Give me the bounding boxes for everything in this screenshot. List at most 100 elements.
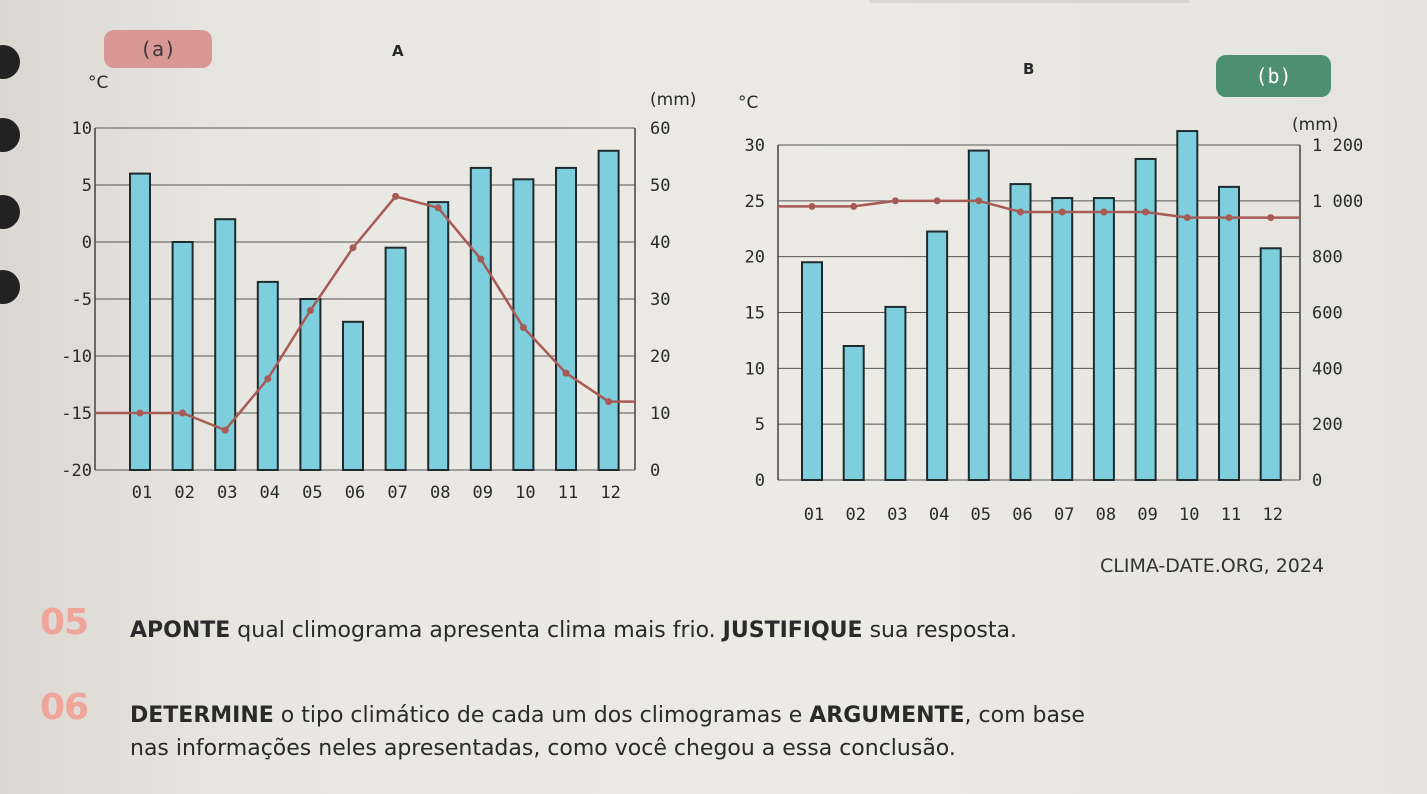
question-fragment: qual climograma apresenta clima mais fri… — [230, 618, 723, 643]
chart-a-letter: A — [392, 42, 404, 60]
temp-tick-label: -5 — [72, 290, 92, 310]
temperature-point — [1267, 214, 1275, 222]
temperature-point — [221, 426, 229, 434]
precip-bar — [1259, 247, 1282, 481]
top-edge-line — [870, 0, 1190, 3]
temperature-point — [1100, 208, 1108, 216]
temperature-point — [850, 202, 858, 210]
temperature-point — [975, 197, 983, 205]
question-fragment: , com base — [964, 703, 1085, 728]
temperature-point — [392, 192, 400, 200]
question-verb: JUSTIFIQUE — [722, 618, 863, 643]
temp-unit-label: °C — [88, 73, 108, 93]
precip-tick-label: 30 — [650, 290, 670, 310]
precip-tick-label: 400 — [1312, 359, 1343, 379]
question-verb: APONTE — [130, 618, 231, 643]
month-tick-label: 07 — [387, 483, 407, 503]
binder-hole — [0, 195, 20, 229]
precip-tick-label: 0 — [1312, 471, 1322, 491]
precip-tick-label: 60 — [650, 119, 670, 139]
question-verb: ARGUMENTE — [809, 703, 965, 728]
temp-tick-label: 15 — [745, 304, 765, 324]
month-tick-label: 10 — [1179, 505, 1199, 525]
precip-bar — [884, 305, 907, 481]
month-tick-label: 11 — [558, 483, 578, 503]
chart-b-letter: B — [1023, 60, 1035, 78]
temp-tick-label: 10 — [745, 359, 765, 379]
binder-hole — [0, 270, 20, 304]
temperature-line — [95, 194, 635, 432]
month-tick-label: 07 — [1054, 505, 1074, 525]
binder-hole — [0, 118, 20, 152]
precip-tick-label: 200 — [1312, 415, 1343, 435]
month-tick-label: 01 — [804, 505, 824, 525]
tab-label-b: (b) — [1216, 55, 1331, 97]
temperature-line — [778, 199, 1300, 219]
precip-tick-label: 40 — [650, 233, 670, 253]
temperature-point — [519, 324, 527, 331]
temperature-point — [808, 202, 816, 210]
temperature-point — [136, 409, 144, 417]
temp-tick-label: 10 — [72, 119, 92, 139]
question-number: 06 — [40, 687, 89, 728]
month-tick-label: 02 — [845, 505, 865, 525]
temperature-point — [349, 244, 357, 252]
month-tick-label: 06 — [345, 483, 365, 503]
temperature-point — [1058, 208, 1066, 216]
month-tick-label: 01 — [132, 483, 152, 503]
precip-bar — [1134, 157, 1157, 481]
month-tick-label: 05 — [971, 505, 991, 525]
precip-unit-label: (mm) — [1292, 115, 1338, 135]
temp-unit-label: °C — [738, 93, 758, 113]
question-text: APONTE qual climograma apresenta clima m… — [130, 615, 1017, 646]
month-tick-label: 02 — [174, 483, 194, 503]
month-tick-label: 08 — [1096, 505, 1116, 525]
temperature-point — [477, 255, 485, 263]
precip-bar — [926, 230, 949, 481]
temp-tick-label: -10 — [61, 347, 92, 367]
temperature-point — [605, 398, 613, 406]
precip-tick-label: 20 — [650, 347, 670, 367]
temp-tick-label: -20 — [61, 461, 92, 481]
month-tick-label: 09 — [473, 483, 493, 503]
month-tick-label: 11 — [1221, 505, 1241, 525]
precip-bar — [842, 345, 865, 481]
precip-bar — [1092, 197, 1115, 482]
temp-tick-label: 5 — [82, 176, 92, 196]
temperature-point — [1017, 208, 1024, 216]
temperature-point — [1225, 214, 1233, 222]
precip-tick-label: 800 — [1312, 248, 1343, 268]
question-text: DETERMINE o tipo climático de cada um do… — [130, 700, 1085, 731]
precip-bar — [801, 261, 823, 481]
question-fragment: sua resposta. — [862, 618, 1017, 643]
precip-bar — [1176, 130, 1199, 482]
precip-bar — [1051, 197, 1074, 482]
temperature-point — [179, 409, 187, 417]
precip-tick-label: 1 200 — [1312, 136, 1363, 156]
month-tick-label: 10 — [515, 483, 535, 503]
precip-bar — [129, 172, 151, 471]
temperature-point — [1142, 208, 1150, 216]
question-fragment: o tipo climático de cada um dos climogra… — [273, 703, 810, 728]
precip-bar — [384, 246, 407, 471]
temperature-point — [562, 369, 570, 377]
precip-bar — [214, 218, 237, 471]
temp-tick-label: 20 — [745, 248, 765, 268]
precip-tick-label: 600 — [1312, 304, 1343, 324]
month-tick-label: 12 — [600, 483, 620, 503]
precip-tick-label: 10 — [650, 404, 670, 424]
question-verb: DETERMINE — [130, 703, 274, 728]
question-text-line2: nas informações neles apresentadas, como… — [130, 736, 956, 761]
month-tick-label: 08 — [430, 483, 450, 503]
month-tick-label: 03 — [887, 505, 907, 525]
temp-tick-label: 5 — [755, 415, 765, 435]
month-tick-label: 09 — [1137, 505, 1157, 525]
precip-bar — [171, 241, 194, 471]
month-tick-label: 03 — [217, 483, 237, 503]
precip-tick-label: 50 — [650, 176, 670, 196]
temp-tick-label: 25 — [745, 192, 765, 212]
precip-unit-label: (mm) — [650, 90, 696, 110]
temperature-point — [1183, 214, 1191, 222]
temperature-point — [933, 197, 941, 205]
